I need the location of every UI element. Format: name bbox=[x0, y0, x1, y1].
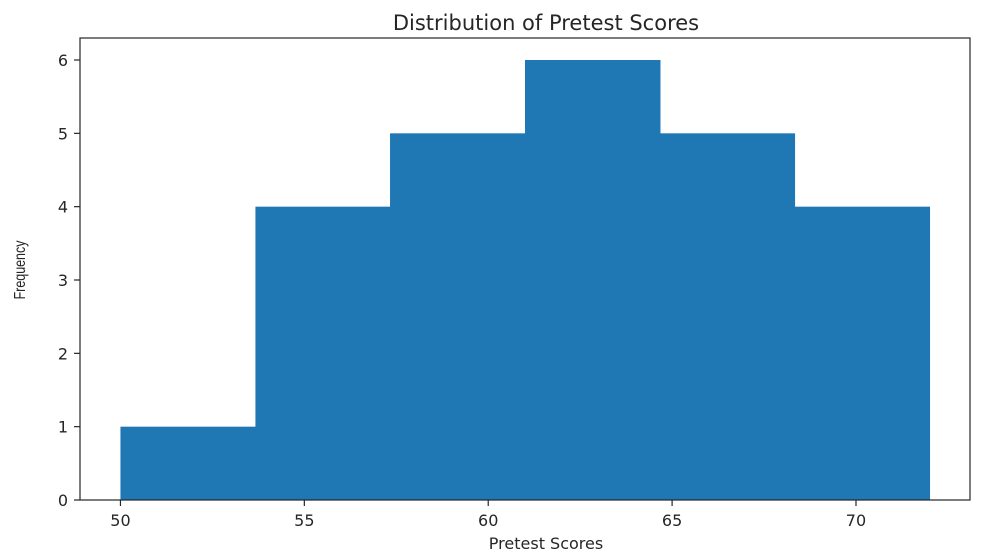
y-tick-label: 4 bbox=[58, 198, 68, 217]
x-tick-label: 55 bbox=[294, 511, 314, 530]
y-axis: 0 1 2 3 4 5 6 bbox=[58, 51, 80, 510]
x-tick-label: 70 bbox=[846, 511, 866, 530]
histogram-bar bbox=[794, 206, 931, 500]
y-tick-label: 2 bbox=[58, 344, 68, 363]
histogram-bar bbox=[255, 206, 391, 500]
y-tick-label: 5 bbox=[58, 124, 68, 143]
histogram-bar bbox=[525, 60, 661, 500]
histogram-bar bbox=[659, 133, 796, 501]
histogram-bar bbox=[120, 426, 256, 500]
x-axis-label: Pretest Scores bbox=[489, 534, 603, 553]
y-axis-label: Frequency bbox=[12, 240, 30, 300]
x-tick-label: 65 bbox=[662, 511, 682, 530]
y-tick-label: 1 bbox=[58, 418, 68, 437]
plot-frame bbox=[79, 37, 971, 501]
chart-title: Distribution of Pretest Scores bbox=[393, 11, 699, 35]
y-tick-label: 0 bbox=[58, 491, 68, 510]
x-axis: 50 55 60 65 70 bbox=[110, 500, 866, 530]
y-tick-label: 3 bbox=[58, 271, 68, 290]
y-tick-label: 6 bbox=[58, 51, 68, 70]
bars-group bbox=[120, 60, 931, 501]
x-tick-label: 60 bbox=[478, 511, 498, 530]
x-tick-label: 50 bbox=[110, 511, 130, 530]
histogram-bar bbox=[390, 133, 526, 501]
